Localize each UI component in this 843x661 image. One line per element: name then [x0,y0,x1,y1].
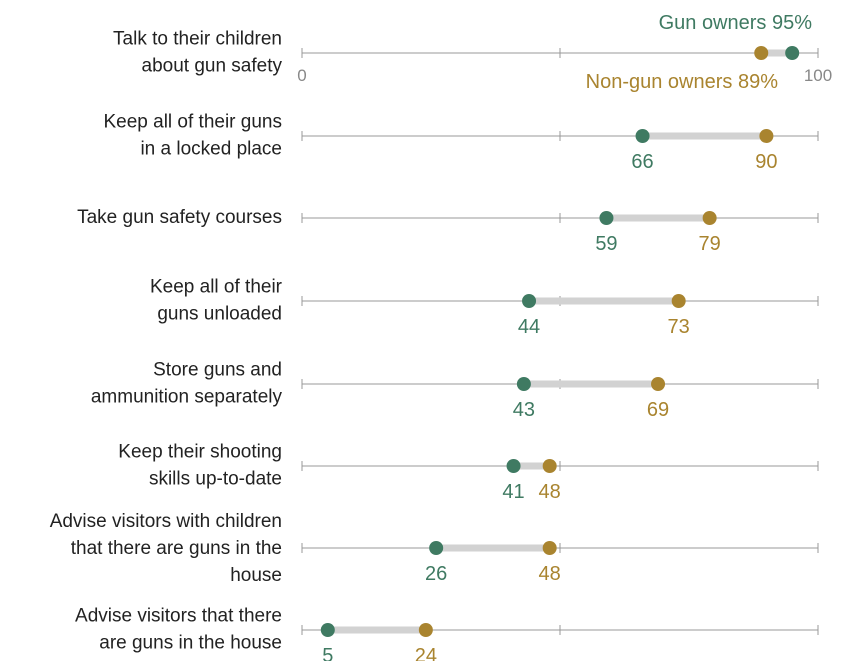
non-gun-owners-point [418,623,433,637]
non-gun-owners-value-label: 48 [539,481,561,503]
category-label: Keep all of their [150,277,283,298]
category-label: Advise visitors that there [75,606,282,627]
non-gun-owners-point [702,211,717,225]
gun-owners-value-label: 66 [631,151,653,173]
non-gun-owners-point [542,459,557,473]
non-gun-owners-point [651,377,666,391]
category-label: Talk to their children [113,29,282,50]
gun-owners-point [516,377,531,391]
non-gun-owners-point [759,129,774,143]
gun-owners-point [785,46,800,60]
gun-owners-value-label: 5 [322,645,333,661]
non-gun-owners-value-label: 73 [668,316,690,338]
category-label: guns unloaded [157,304,282,325]
non-gun-owners-point [754,46,769,60]
gun-owners-value-label: Gun owners 95% [659,12,813,34]
gun-owners-point [599,211,614,225]
gun-owners-point [320,623,335,637]
category-label: skills up-to-date [149,469,282,490]
x-tick-label: 0 [297,66,306,85]
category-label: Keep their shooting [118,442,282,463]
non-gun-owners-value-label: 90 [755,151,777,173]
gun-owners-value-label: 44 [518,316,540,338]
category-label: that there are guns in the [71,538,282,559]
category-label: about gun safety [142,56,283,77]
non-gun-owners-value-label: Non-gun owners 89% [586,71,779,93]
category-label: house [230,565,282,586]
non-gun-owners-point [671,294,686,308]
x-tick-label: 100 [804,66,832,85]
gun-owners-point [429,541,444,555]
category-label: Advise visitors with children [50,511,282,532]
gun-owners-value-label: 41 [502,481,524,503]
non-gun-owners-value-label: 24 [415,645,437,661]
category-label: Keep all of their guns [103,112,282,133]
gun-owners-value-label: 43 [513,399,535,421]
gun-owners-value-label: 59 [595,233,617,255]
category-label: in a locked place [140,139,282,160]
category-label: Store guns and [153,360,282,381]
non-gun-owners-value-label: 48 [539,563,561,585]
gun-owners-point [522,294,537,308]
non-gun-owners-value-label: 79 [699,233,721,255]
category-label: ammunition separately [91,387,283,408]
category-label: are guns in the house [99,633,282,654]
category-label: Take gun safety courses [77,207,282,228]
non-gun-owners-value-label: 69 [647,399,669,421]
gun-owners-point [506,459,521,473]
gun-owners-point [635,129,650,143]
gun-owners-value-label: 26 [425,563,447,585]
non-gun-owners-point [542,541,557,555]
